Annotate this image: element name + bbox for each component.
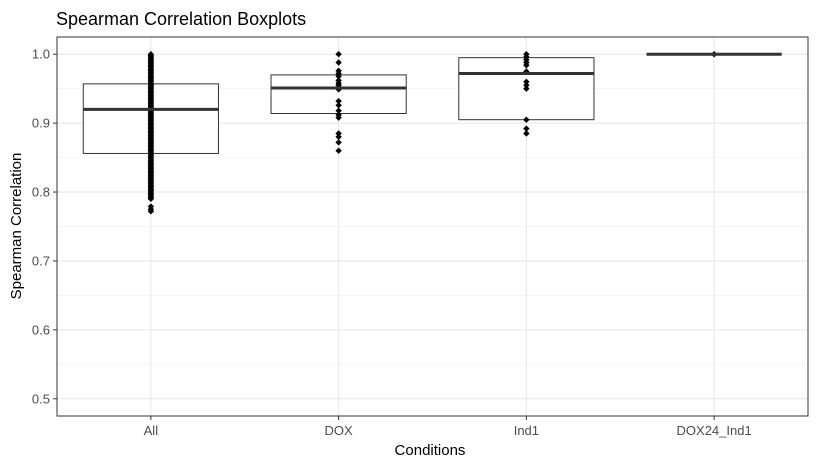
data-point [335,139,342,146]
x-axis-title: Conditions [395,442,466,459]
data-point [523,116,530,123]
data-point [335,51,342,58]
data-point [335,102,342,109]
data-point [523,78,530,85]
data-point [335,59,342,66]
data-point [523,125,530,132]
data-point [335,114,342,121]
plot-area: 0.5 0.6 0.7 0.8 0.9 1.0 All DOX Ind1 DOX24_Ind1 [32,36,809,438]
data-point [523,130,530,137]
y-axis-title: Spearman Correlation [8,153,25,300]
x-tick-label: Ind1 [514,423,539,438]
data-point [335,107,342,114]
data-point [523,62,530,69]
y-tick-label: 0.9 [32,116,50,131]
y-tick-label: 0.8 [32,185,50,200]
chart-title: Spearman Correlation Boxplots [56,9,306,29]
data-point [523,85,530,92]
data-point [335,130,342,137]
data-point [147,195,155,203]
data-point [335,73,342,80]
data-point [335,147,342,154]
panel-border [56,36,809,417]
x-tick-label: All [144,423,159,438]
y-tick-label: 1.0 [32,47,50,62]
data-point [147,208,155,215]
y-tick-label: 0.5 [32,391,50,406]
x-tick-label: DOX [325,423,354,438]
data-point [523,82,530,89]
x-tick-label: DOX24_Ind1 [677,423,752,438]
data-point [335,97,342,105]
y-tick-label: 0.6 [32,322,50,337]
y-tick-label: 0.7 [32,253,50,268]
data-point [335,133,342,141]
